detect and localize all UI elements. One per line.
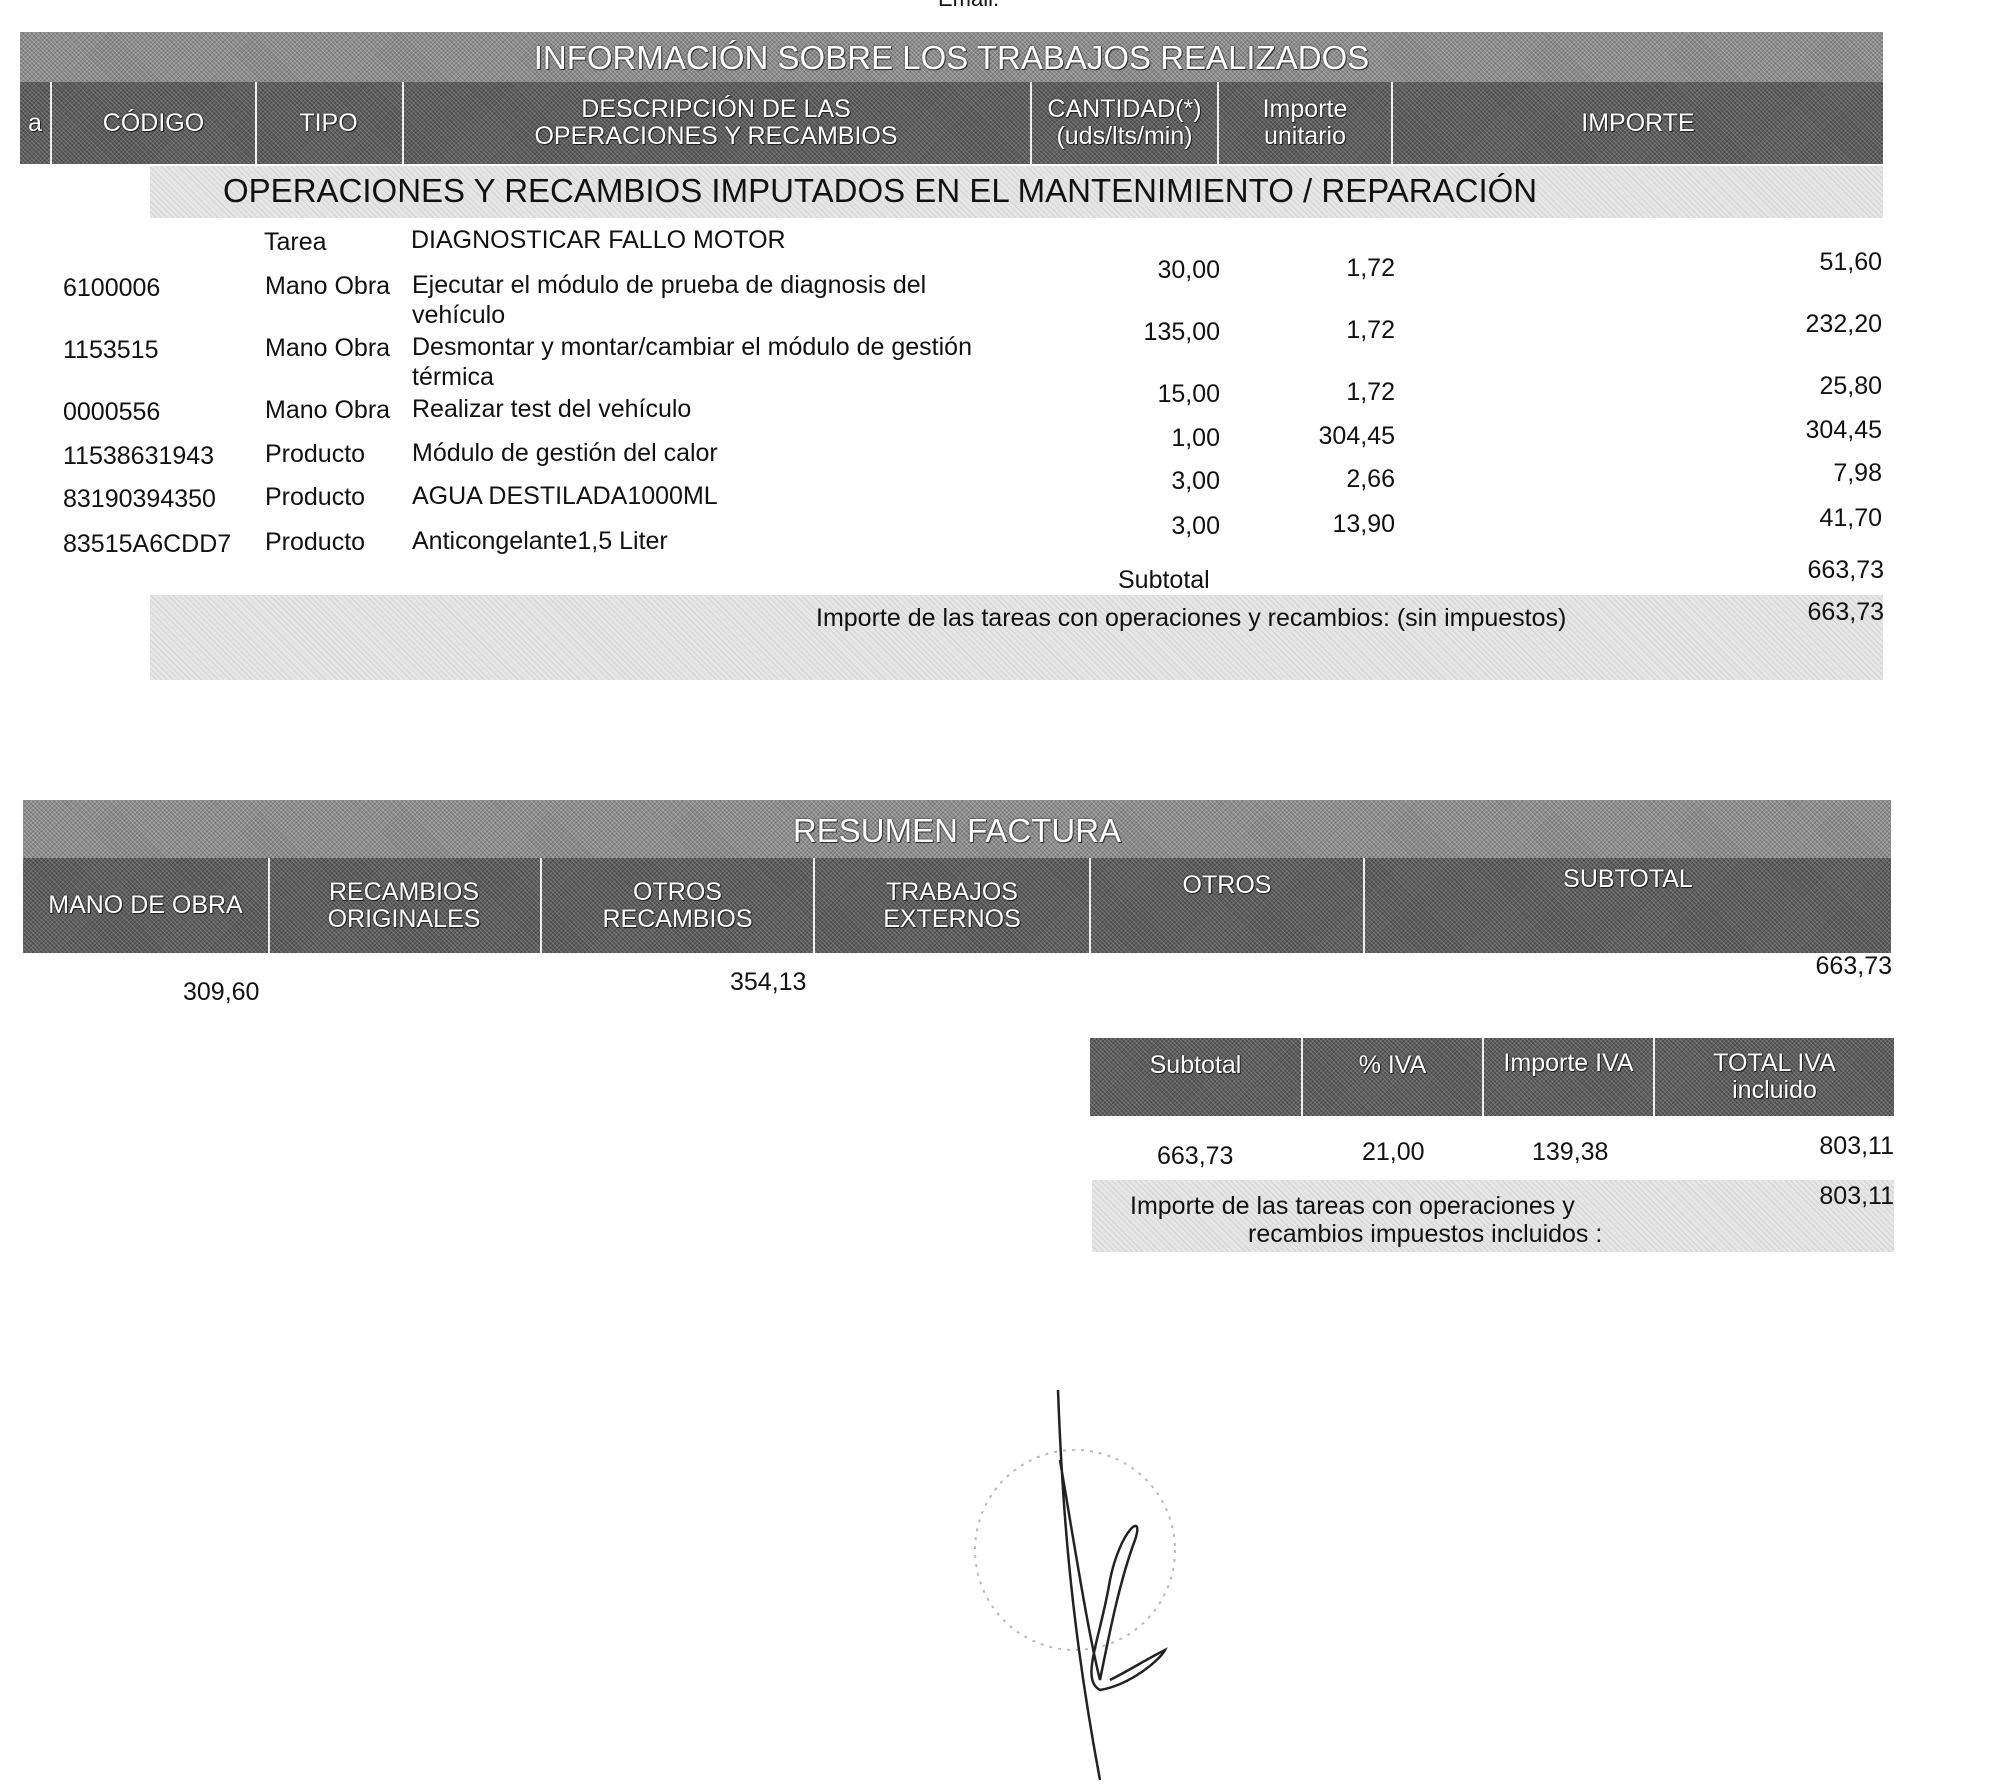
summary-header-row: MANO DE OBRA RECAMBIOS ORIGINALES OTROS …	[23, 858, 1891, 953]
iva-total-value: 803,11	[1819, 1132, 1894, 1160]
final-total-value: 803,11	[1819, 1182, 1894, 1210]
stamp-circle	[974, 1449, 1176, 1651]
row-quantity: 3,00	[1171, 467, 1220, 495]
row-quantity: 1,00	[1171, 424, 1220, 452]
col-header-importe: IMPORTE	[1581, 108, 1695, 137]
row-type: Mano Obra	[265, 396, 391, 424]
row-code: 1153515	[63, 336, 159, 364]
col-header-iva-percent: % IVA	[1303, 1038, 1484, 1116]
row-code: 11538631943	[63, 442, 215, 470]
row-unit-price: 1,72	[1346, 378, 1395, 406]
summary-subtotal: 663,73	[1815, 952, 1892, 980]
col-header-mano-obra: MANO DE OBRA	[23, 858, 270, 953]
row-quantity: 30,00	[1157, 256, 1220, 284]
row-description: AGUA DESTILADA1000ML	[412, 482, 718, 510]
signature	[1056, 1389, 1168, 1781]
col-header-otros-recambios: OTROS RECAMBIOS	[542, 858, 815, 953]
row-type: Producto	[265, 440, 366, 468]
col-header-tipo: TIPO	[255, 82, 404, 164]
summary-mano-obra: 309,60	[183, 978, 260, 1006]
row-unit-price: 13,90	[1332, 510, 1395, 538]
iva-header-row: Subtotal % IVA Importe IVA TOTAL IVA inc…	[1090, 1038, 1894, 1116]
works-title-bar: INFORMACIÓN SOBRE LOS TRABAJOS REALIZADO…	[20, 32, 1883, 84]
task-label: Tarea	[264, 228, 327, 256]
subtotal-value: 663,73	[1807, 556, 1884, 584]
col-header-cantidad: CANTIDAD(*) (uds/lts/min)	[1032, 82, 1219, 164]
row-amount: 304,45	[1805, 416, 1882, 444]
row-description: Desmontar y montar/cambiar el módulo de …	[412, 333, 972, 391]
col-header-otros: OTROS	[1091, 858, 1365, 953]
section-title: OPERACIONES Y RECAMBIOS IMPUTADOS EN EL …	[223, 172, 1538, 209]
row-description: Realizar test del vehículo	[412, 395, 692, 423]
col-header-recambios-originales: RECAMBIOS ORIGINALES	[268, 858, 542, 953]
row-amount: 51,60	[1819, 248, 1882, 276]
row-type: Producto	[265, 528, 366, 556]
row-amount: 7,98	[1833, 459, 1882, 487]
summary-title-bar: RESUMEN FACTURA	[23, 800, 1891, 858]
col-header-iva-importe: Importe IVA	[1484, 1038, 1655, 1116]
row-code: 83190394350	[63, 485, 216, 513]
row-description: Anticongelante1,5 Liter	[412, 527, 668, 555]
final-label-line1: Importe de las tareas con operaciones y	[1130, 1192, 1575, 1220]
row-type: Mano Obra	[265, 334, 391, 362]
col-header-total-iva: TOTAL IVA incluido	[1713, 1049, 1836, 1104]
row-code: 0000556	[63, 398, 161, 426]
iva-importe-value: 139,38	[1532, 1138, 1609, 1166]
works-header-row: a CÓDIGO TIPO DESCRIPCIÓN DE LAS OPERACI…	[20, 82, 1883, 164]
row-unit-price: 1,72	[1346, 254, 1395, 282]
row-amount: 25,80	[1819, 372, 1882, 400]
summary-title: RESUMEN FACTURA	[792, 812, 1122, 849]
row-quantity: 135,00	[1143, 318, 1220, 346]
row-type: Mano Obra	[265, 272, 391, 300]
row-description: Ejecutar el módulo de prueba de diagnosi…	[412, 271, 927, 329]
row-amount: 41,70	[1819, 504, 1882, 532]
final-label-line2: recambios impuestos incluidos :	[1248, 1220, 1603, 1248]
row-unit-price: 1,72	[1346, 316, 1395, 344]
total-band	[150, 595, 1883, 680]
total-value: 663,73	[1807, 598, 1884, 626]
row-quantity: 15,00	[1157, 380, 1220, 408]
subtotal-label: Subtotal	[1118, 566, 1210, 594]
col-header-subtotal: SUBTOTAL	[1563, 865, 1693, 893]
row-amount: 232,20	[1805, 310, 1882, 338]
row-code: 6100006	[63, 274, 161, 302]
works-title: INFORMACIÓN SOBRE LOS TRABAJOS REALIZADO…	[533, 39, 1370, 76]
total-label: Importe de las tareas con operaciones y …	[816, 604, 1567, 632]
row-unit-price: 304,45	[1318, 422, 1395, 450]
summary-otros-recambios: 354,13	[730, 968, 807, 996]
iva-percent-value: 21,00	[1362, 1138, 1425, 1166]
email-label: Email:	[938, 0, 999, 12]
col-header-descripcion: DESCRIPCIÓN DE LAS OPERACIONES Y RECAMBI…	[402, 82, 1032, 164]
col-header-codigo: CÓDIGO	[52, 82, 257, 164]
final-band	[1092, 1180, 1894, 1252]
task-name: DIAGNOSTICAR FALLO MOTOR	[411, 226, 786, 254]
row-unit-price: 2,66	[1346, 465, 1395, 493]
iva-subtotal-value: 663,73	[1157, 1142, 1234, 1170]
row-code: 83515A6CDD7	[63, 530, 232, 558]
col-header-trabajos-externos: TRABAJOS EXTERNOS	[815, 858, 1091, 953]
col-header: a	[20, 82, 52, 164]
col-header-iva-subtotal: Subtotal	[1090, 1038, 1303, 1116]
row-description: Módulo de gestión del calor	[412, 439, 718, 467]
section-band	[150, 166, 1883, 218]
row-quantity: 3,00	[1171, 512, 1220, 540]
signature-stamp	[974, 1389, 1176, 1781]
col-header-importe-unitario: Importe unitario	[1219, 82, 1393, 164]
row-type: Producto	[265, 483, 366, 511]
